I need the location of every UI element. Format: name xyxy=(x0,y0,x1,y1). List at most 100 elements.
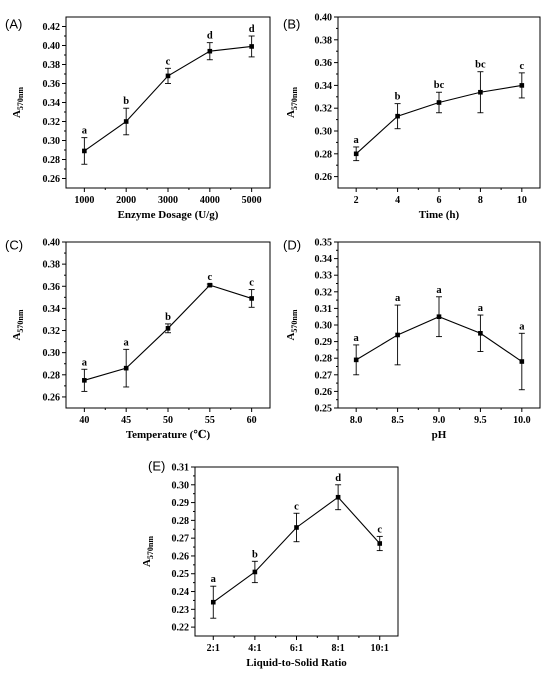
y-tick-label: 0.27 xyxy=(172,534,190,545)
data-point xyxy=(294,525,299,530)
x-tick-label: 2 xyxy=(354,195,359,206)
x-axis-title: pH xyxy=(432,429,447,441)
significance-label: d xyxy=(207,31,213,42)
y-tick-label: 0.28 xyxy=(43,370,61,381)
x-tick-label: 10 xyxy=(517,195,527,206)
significance-label: c xyxy=(207,272,212,283)
y-axis-title-sub: 570nm xyxy=(290,309,299,332)
y-tick-label: 0.29 xyxy=(315,337,333,348)
y-axis-title-main: A xyxy=(11,333,23,341)
x-tick-label: 40 xyxy=(79,415,89,426)
plot-frame xyxy=(194,466,399,637)
y-axis-title-main: A xyxy=(285,110,297,118)
y-tick-label: 0.40 xyxy=(43,238,61,249)
y-tick-label: 0.31 xyxy=(172,463,190,474)
panel-label: (C) xyxy=(5,238,23,253)
y-tick-label: 0.30 xyxy=(43,348,61,359)
data-point xyxy=(252,569,258,575)
y-axis-title: A570nm xyxy=(141,536,155,567)
y-tick-label: 0.32 xyxy=(315,104,333,115)
y-axis-title-main: A xyxy=(11,110,23,118)
significance-label: a xyxy=(124,337,130,348)
significance-label: b xyxy=(165,312,171,323)
significance-label: a xyxy=(395,293,401,304)
x-tick-label: 8.5 xyxy=(391,415,404,426)
data-point xyxy=(353,151,359,157)
x-axis-title: Time (h) xyxy=(419,209,460,221)
data-point xyxy=(207,48,213,54)
x-axis-title: Liquid-to-Solid Ratio xyxy=(246,657,347,669)
x-axis-title: Temperature (℃) xyxy=(126,429,211,441)
data-point xyxy=(436,314,442,319)
data-point xyxy=(519,359,525,364)
significance-label: a xyxy=(354,333,360,344)
x-tick-label: 55 xyxy=(205,415,215,426)
data-point xyxy=(395,332,400,338)
significance-label: b xyxy=(123,96,129,107)
y-axis-title: A570nm xyxy=(11,87,25,118)
data-point xyxy=(165,326,171,331)
y-tick-label: 0.32 xyxy=(43,117,61,128)
significance-label: c xyxy=(377,524,382,535)
y-tick-label: 0.35 xyxy=(315,238,333,249)
data-point xyxy=(353,357,359,363)
y-tick-label: 0.23 xyxy=(172,605,190,616)
y-axis-title: A570nm xyxy=(285,87,299,118)
data-point xyxy=(395,113,400,119)
x-tick-label: 5000 xyxy=(242,195,262,206)
y-axis-title: A570nm xyxy=(285,309,299,340)
y-axis-title-sub: 570nm xyxy=(16,309,25,332)
y-axis-title: A570nm xyxy=(11,309,25,340)
y-tick-label: 0.34 xyxy=(315,254,333,265)
y-axis-title-sub: 570nm xyxy=(146,536,155,559)
y-tick-label: 0.28 xyxy=(315,354,333,365)
y-tick-label: 0.26 xyxy=(43,174,61,185)
data-point xyxy=(436,100,442,105)
x-axis-title: Enzyme Dosage (U/g) xyxy=(118,209,219,221)
y-tick-label: 0.25 xyxy=(315,404,333,415)
data-point xyxy=(478,89,483,95)
y-tick-label: 0.36 xyxy=(43,79,61,90)
data-point xyxy=(249,44,254,49)
data-point xyxy=(478,331,483,336)
y-tick-label: 0.38 xyxy=(315,35,333,46)
y-tick-label: 0.40 xyxy=(315,13,333,24)
panel-label: (D) xyxy=(283,238,301,253)
y-tick-label: 0.29 xyxy=(172,498,190,509)
x-tick-label: 8:1 xyxy=(331,643,344,654)
plot-frame xyxy=(65,16,271,189)
panel-d: (D) 0.25 0.26 0.27 0.28 0.29 0.30 0.31 0.32 0.33 0… xyxy=(283,238,541,441)
x-tick-label: 4000 xyxy=(200,195,220,206)
y-tick-label: 0.36 xyxy=(43,282,61,293)
y-tick-label: 0.27 xyxy=(315,370,333,381)
y-tick-label: 0.30 xyxy=(43,136,61,147)
y-tick-label: 0.28 xyxy=(315,149,333,160)
y-tick-label: 0.25 xyxy=(172,569,190,580)
data-point xyxy=(165,73,171,79)
y-tick-label: 0.26 xyxy=(315,387,333,398)
x-tick-label: 3000 xyxy=(158,195,178,206)
x-tick-label: 9.0 xyxy=(433,415,446,426)
y-tick-label: 0.38 xyxy=(43,260,61,271)
x-tick-label: 10:1 xyxy=(371,643,389,654)
significance-label: bc xyxy=(475,60,486,71)
x-tick-label: 4 xyxy=(395,195,400,206)
y-tick-label: 0.30 xyxy=(315,321,333,332)
x-tick-label: 45 xyxy=(121,415,131,426)
x-tick-label: 60 xyxy=(247,415,257,426)
panel-label: (A) xyxy=(5,17,22,32)
significance-label: d xyxy=(335,473,341,484)
data-point xyxy=(82,148,87,154)
data-point xyxy=(519,83,525,88)
y-tick-label: 0.31 xyxy=(315,304,333,315)
panel-b: (B) 0.26 0.28 0.30 0.32 0.34 0.36 0.38 0.40 2 4 6 8 1… xyxy=(283,13,541,221)
significance-label: b xyxy=(252,549,258,560)
significance-label: a xyxy=(478,303,484,314)
x-tick-label: 6:1 xyxy=(290,643,303,654)
y-tick-label: 0.36 xyxy=(315,58,333,69)
x-tick-label: 2000 xyxy=(116,195,136,206)
y-tick-label: 0.22 xyxy=(172,623,190,634)
significance-label: c xyxy=(166,56,171,67)
x-tick-label: 9.5 xyxy=(474,415,487,426)
